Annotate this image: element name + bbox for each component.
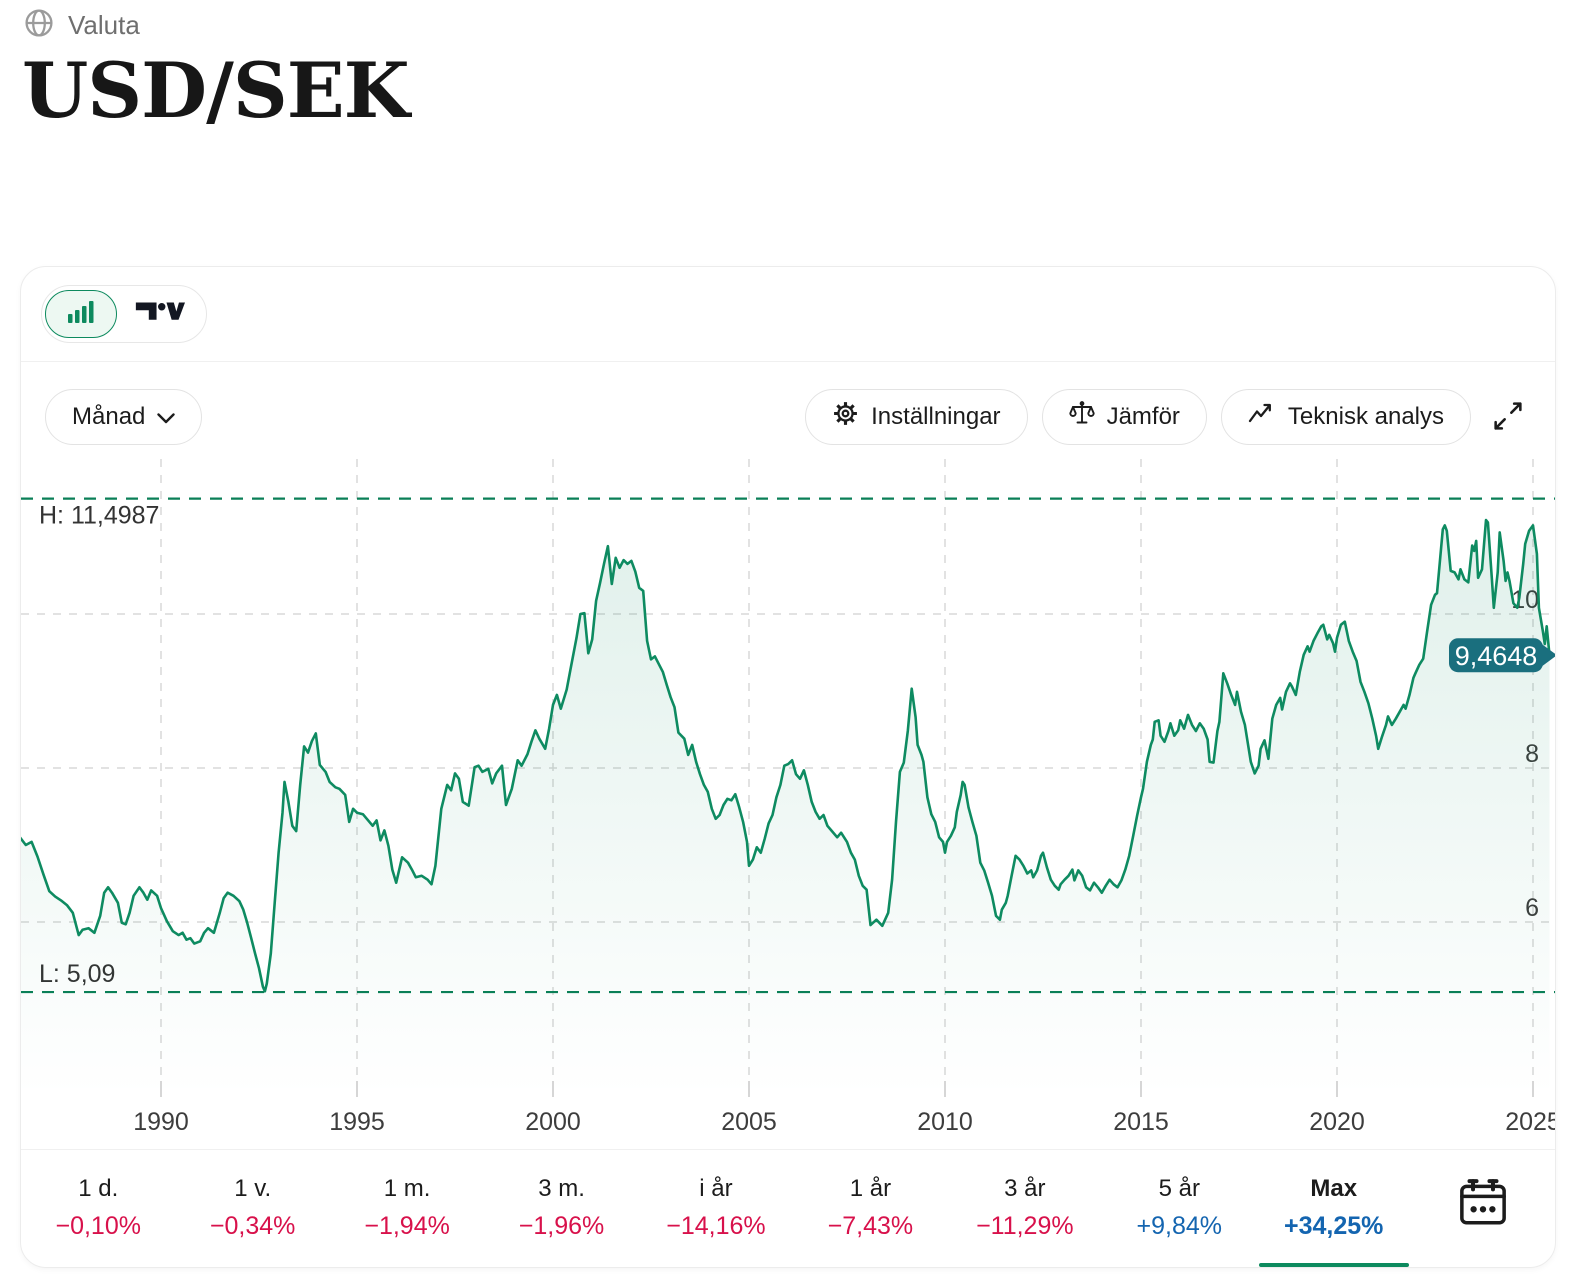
technical-analysis-button[interactable]: Teknisk analys (1220, 389, 1471, 445)
expand-icon (1489, 397, 1527, 438)
x-axis-label: 2010 (917, 1108, 973, 1136)
tabs-divider (21, 1149, 1555, 1150)
category-label: Valuta (68, 10, 140, 40)
chart-card: Månad Inställningar (20, 266, 1556, 1268)
x-axis-label: 2005 (721, 1108, 777, 1136)
tradingview-toggle[interactable] (117, 301, 203, 327)
chart-svg: 199019952000200520102015202020251086H: 1… (21, 459, 1556, 1136)
period-label: 5 år (1158, 1175, 1200, 1202)
pulse-line-icon (1248, 401, 1276, 434)
breadcrumb: Valuta (24, 8, 140, 43)
period-change-value: −0,34% (209, 1212, 296, 1240)
toolbar-divider (21, 361, 1555, 362)
period-label: 1 m. (383, 1175, 431, 1202)
series-area (21, 520, 1550, 1097)
gear-icon (832, 400, 859, 434)
x-axis-label: 2020 (1309, 1108, 1365, 1136)
custom-date-button[interactable] (1455, 1177, 1511, 1234)
period-change-value: −0,10% (55, 1212, 141, 1240)
series-line (21, 518, 1551, 993)
settings-button[interactable]: Inställningar (805, 389, 1028, 445)
period-tab-1-v[interactable]: 1 v. −0,34% (175, 1151, 329, 1267)
compare-label: Jämför (1106, 403, 1180, 430)
period-tab-1-år[interactable]: 1 år −7,43% (793, 1151, 947, 1267)
x-axis-label: 1990 (133, 1108, 189, 1136)
period-tab-max[interactable]: Max +34,25% (1257, 1151, 1411, 1267)
last-price-label: 9,4648 (1449, 638, 1555, 673)
x-axis-label: 2015 (1113, 1108, 1169, 1136)
period-label: i år (699, 1175, 733, 1202)
period-change-value: −7,43% (827, 1212, 914, 1240)
period-tab-1-d[interactable]: 1 d. −0,10% (21, 1151, 175, 1267)
svg-text:9,4648: 9,4648 (1455, 641, 1538, 671)
chart-toolbar: Månad Inställningar (45, 387, 1531, 447)
period-tab-i-år[interactable]: i år −14,16% (639, 1151, 793, 1267)
period-label: 3 m. (538, 1175, 585, 1202)
globe-icon (24, 8, 54, 43)
native-chart-toggle[interactable] (45, 290, 117, 338)
active-tab-underline (1258, 1262, 1409, 1267)
period-label: 3 år (1004, 1175, 1046, 1202)
period-tab-5-år[interactable]: 5 år +9,84% (1102, 1151, 1256, 1267)
page-title: USD/SEK (22, 46, 410, 135)
x-axis-label: 2000 (525, 1108, 581, 1136)
period-tab-3-m[interactable]: 3 m. −1,96% (484, 1151, 638, 1267)
period-change-value: −1,96% (518, 1212, 605, 1240)
technical-analysis-label: Teknisk analys (1287, 403, 1444, 430)
x-axis-label: 1995 (329, 1108, 385, 1136)
calendar-icon (1455, 1179, 1511, 1234)
chevron-down-icon (157, 403, 176, 431)
period-change-value: +34,25% (1284, 1212, 1384, 1240)
period-change-value: +9,84% (1136, 1212, 1223, 1240)
high-label: H: 11,4987 (39, 502, 159, 530)
period-change-value: −1,94% (364, 1212, 450, 1240)
tradingview-icon (135, 301, 185, 327)
fullscreen-button[interactable] (1485, 393, 1531, 441)
x-axis-label: 2025 (1505, 1108, 1556, 1136)
period-label: 1 v. (234, 1175, 272, 1202)
period-change-value: −14,16% (666, 1212, 766, 1240)
balance-scale-icon (1068, 400, 1095, 434)
period-change-value: −11,29% (976, 1212, 1074, 1240)
settings-label: Inställningar (871, 403, 1001, 430)
interval-dropdown[interactable]: Månad (45, 389, 203, 445)
period-tab-3-år[interactable]: 3 år −11,29% (948, 1151, 1102, 1267)
period-label: 1 år (849, 1175, 892, 1202)
compare-button[interactable]: Jämför (1041, 389, 1207, 445)
chart-view-toggle (41, 285, 207, 343)
interval-label: Månad (72, 403, 146, 430)
period-tab-1-m[interactable]: 1 m. −1,94% (330, 1151, 484, 1267)
price-chart[interactable]: 199019952000200520102015202020251086H: 1… (21, 459, 1556, 1151)
bar-chart-icon (66, 299, 96, 330)
period-label: Max (1310, 1175, 1358, 1202)
period-selector: 1 d. −0,10% 1 v. −0,34% 1 m. −1,94% 3 m. −1,96%… (21, 1151, 1411, 1267)
period-label: 1 d. (78, 1175, 119, 1202)
